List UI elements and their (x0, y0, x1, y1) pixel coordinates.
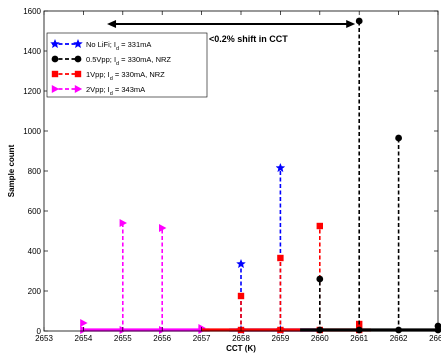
y-tick-label: 1200 (23, 87, 41, 96)
y-tick-label: 800 (28, 167, 42, 176)
stem-marker (237, 292, 245, 300)
legend-entry-2: 1Vpp; Id = 330mA, NRZ (51, 70, 165, 82)
stem-marker (236, 258, 246, 269)
x-tick-label: 2661 (350, 334, 368, 343)
x-tick-label: 2655 (114, 334, 132, 343)
annotation-text: <0.2% shift in CCT (209, 34, 288, 44)
legend-marker-end (73, 38, 83, 49)
x-tick-label: 2654 (75, 334, 93, 343)
stem-marker (316, 275, 324, 283)
stem-marker (277, 254, 284, 262)
annotation-arrow-left-head (107, 20, 117, 28)
ticks: 2653 2654 2655 2656 2657 2658 2659 2660 2661 2662… (23, 7, 441, 343)
x-tick-label: 2657 (193, 334, 211, 343)
stem-marker (395, 134, 402, 142)
legend-marker-start (51, 70, 59, 78)
x-axis-title: CCT (K) (226, 344, 256, 353)
y-tick-label: 400 (28, 247, 42, 256)
legend: No LiFi; Id = 331mA 0.5Vpp; Id = 330mA, N… (46, 32, 208, 98)
y-axis-title: Sample count (7, 144, 16, 197)
stem-marker (80, 319, 88, 327)
stem-base-marker (80, 326, 88, 334)
y-tick-label: 1400 (23, 47, 41, 56)
y-tick-label: 600 (28, 207, 42, 216)
x-tick-label: 2663 (429, 334, 441, 343)
y-tick-label: 0 (37, 327, 42, 336)
y-tick-label: 1600 (23, 7, 41, 16)
legend-marker-end (74, 55, 82, 63)
y-tick-label: 1000 (23, 127, 41, 136)
stem-marker (355, 17, 363, 25)
legend-marker-end (74, 85, 83, 93)
legend-entry-0: No LiFi; Id = 331mA (50, 38, 151, 52)
stem-marker (316, 222, 323, 230)
legend-marker-start (50, 38, 60, 49)
x-tick-label: 2656 (153, 334, 171, 343)
x-tick-label: 2658 (232, 334, 250, 343)
stem-base-marker (159, 326, 167, 334)
marks-layer (80, 17, 441, 335)
stem-marker (119, 219, 127, 227)
x-tick-label: 2659 (272, 334, 290, 343)
y-tick-label: 200 (28, 287, 42, 296)
legend-marker-end (74, 70, 82, 78)
stem-marker (275, 162, 286, 173)
annotation: <0.2% shift in CCT (107, 20, 356, 44)
legend-label: 0.5Vpp; Id = 330mA, NRZ (86, 55, 171, 67)
legend-marker-start (51, 85, 60, 93)
legend-marker-start (51, 55, 59, 63)
x-tick-label: 2660 (311, 334, 329, 343)
legend-label: 1Vpp; Id = 330mA, NRZ (86, 70, 165, 82)
legend-entry-3: 2Vpp; Id = 343mA (51, 85, 145, 97)
x-tick-label: 2653 (35, 334, 53, 343)
stem-marker (159, 224, 167, 232)
legend-label: 2Vpp; Id = 343mA (86, 85, 145, 97)
annotation-arrow-right-head (346, 20, 356, 28)
legend-entry-1: 0.5Vpp; Id = 330mA, NRZ (51, 55, 171, 67)
x-tick-label: 2662 (390, 334, 408, 343)
legend-label: No LiFi; Id = 331mA (86, 40, 151, 52)
stem-base-marker (119, 326, 127, 334)
